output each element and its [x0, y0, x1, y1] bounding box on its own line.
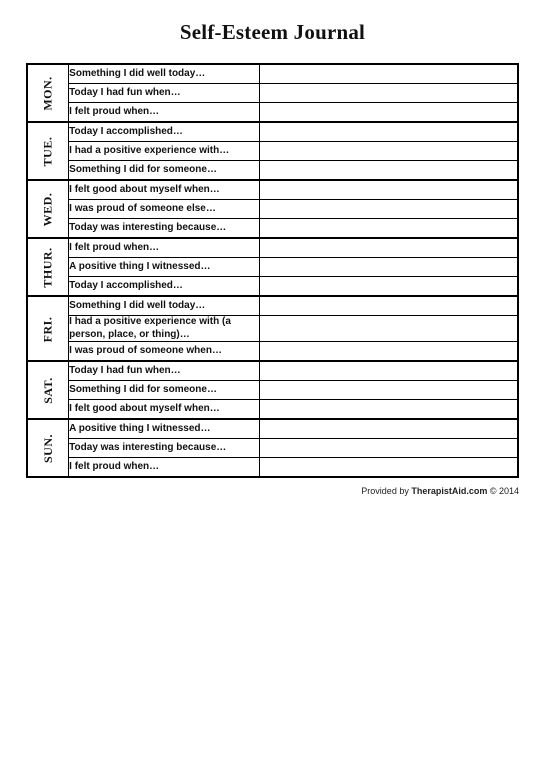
entry-cell[interactable] [260, 180, 518, 200]
prompt-cell: Today I had fun when… [69, 84, 260, 103]
table-row: A positive thing I witnessed… [27, 258, 518, 277]
footer: Provided by TherapistAid.com © 2014 [26, 486, 519, 496]
entry-cell[interactable] [260, 219, 518, 239]
prompt-cell: A positive thing I witnessed… [69, 419, 260, 439]
table-row: I had a positive experience with (a pers… [27, 316, 518, 342]
entry-cell[interactable] [260, 277, 518, 297]
prompt-cell: I felt good about myself when… [69, 180, 260, 200]
prompt-cell: I felt proud when… [69, 238, 260, 258]
table-row: Something I did for someone… [27, 161, 518, 181]
prompt-cell: I felt proud when… [69, 458, 260, 478]
prompt-cell: Something I did well today… [69, 64, 260, 84]
entry-cell[interactable] [260, 122, 518, 142]
prompt-cell: I was proud of someone when… [69, 342, 260, 362]
table-row: FRI. Something I did well today… [27, 296, 518, 316]
entry-cell[interactable] [260, 400, 518, 420]
day-cell-wed: WED. [27, 180, 69, 238]
entry-cell[interactable] [260, 238, 518, 258]
prompt-cell: Something I did for someone… [69, 161, 260, 181]
prompt-cell: I was proud of someone else… [69, 200, 260, 219]
entry-cell[interactable] [260, 64, 518, 84]
entry-cell[interactable] [260, 439, 518, 458]
prompt-cell: Something I did well today… [69, 296, 260, 316]
prompt-cell: Today was interesting because… [69, 219, 260, 239]
table-row: WED. I felt good about myself when… [27, 180, 518, 200]
table-row: Today I had fun when… [27, 84, 518, 103]
prompt-cell: Today was interesting because… [69, 439, 260, 458]
footer-site: TherapistAid.com [411, 486, 487, 496]
prompt-cell: I felt proud when… [69, 103, 260, 123]
table-row: I had a positive experience with… [27, 142, 518, 161]
entry-cell[interactable] [260, 419, 518, 439]
table-row: I was proud of someone when… [27, 342, 518, 362]
day-label: SAT. [41, 377, 56, 404]
table-row: Today was interesting because… [27, 219, 518, 239]
table-row: Today I accomplished… [27, 277, 518, 297]
entry-cell[interactable] [260, 342, 518, 362]
day-cell-sun: SUN. [27, 419, 69, 477]
table-row: I felt good about myself when… [27, 400, 518, 420]
entry-cell[interactable] [260, 142, 518, 161]
table-row: SAT. Today I had fun when… [27, 361, 518, 381]
table-row: I was proud of someone else… [27, 200, 518, 219]
day-cell-mon: MON. [27, 64, 69, 122]
day-cell-tue: TUE. [27, 122, 69, 180]
prompt-cell: Today I had fun when… [69, 361, 260, 381]
day-label: FRI. [41, 316, 56, 342]
table-row: I felt proud when… [27, 458, 518, 478]
day-cell-fri: FRI. [27, 296, 69, 361]
entry-cell[interactable] [260, 161, 518, 181]
entry-cell[interactable] [260, 84, 518, 103]
day-label: WED. [41, 193, 56, 227]
entry-cell[interactable] [260, 316, 518, 342]
day-label: MON. [41, 76, 56, 110]
table-row: I felt proud when… [27, 103, 518, 123]
table-row: Something I did for someone… [27, 381, 518, 400]
day-label: TUE. [41, 137, 56, 167]
entry-cell[interactable] [260, 361, 518, 381]
entry-cell[interactable] [260, 258, 518, 277]
entry-cell[interactable] [260, 381, 518, 400]
table-row: THUR. I felt proud when… [27, 238, 518, 258]
table-row: SUN. A positive thing I witnessed… [27, 419, 518, 439]
entry-cell[interactable] [260, 200, 518, 219]
prompt-cell: Today I accomplished… [69, 122, 260, 142]
prompt-cell: I had a positive experience with… [69, 142, 260, 161]
prompt-cell: I had a positive experience with (a pers… [69, 316, 260, 342]
day-cell-sat: SAT. [27, 361, 69, 419]
worksheet-page: Self-Esteem Journal MON. Something I did… [0, 0, 545, 760]
day-label: SUN. [41, 434, 56, 463]
footer-prefix: Provided by [361, 486, 411, 496]
entry-cell[interactable] [260, 296, 518, 316]
prompt-cell: Today I accomplished… [69, 277, 260, 297]
journal-table: MON. Something I did well today… Today I… [26, 63, 519, 478]
entry-cell[interactable] [260, 458, 518, 478]
table-row: MON. Something I did well today… [27, 64, 518, 84]
journal-body: MON. Something I did well today… Today I… [27, 64, 518, 477]
table-row: Today was interesting because… [27, 439, 518, 458]
prompt-cell: A positive thing I witnessed… [69, 258, 260, 277]
footer-copyright: © 2014 [487, 486, 519, 496]
table-row: TUE. Today I accomplished… [27, 122, 518, 142]
page-title: Self-Esteem Journal [26, 20, 519, 45]
prompt-cell: Something I did for someone… [69, 381, 260, 400]
day-cell-thur: THUR. [27, 238, 69, 296]
entry-cell[interactable] [260, 103, 518, 123]
prompt-cell: I felt good about myself when… [69, 400, 260, 420]
day-label: THUR. [41, 247, 56, 287]
